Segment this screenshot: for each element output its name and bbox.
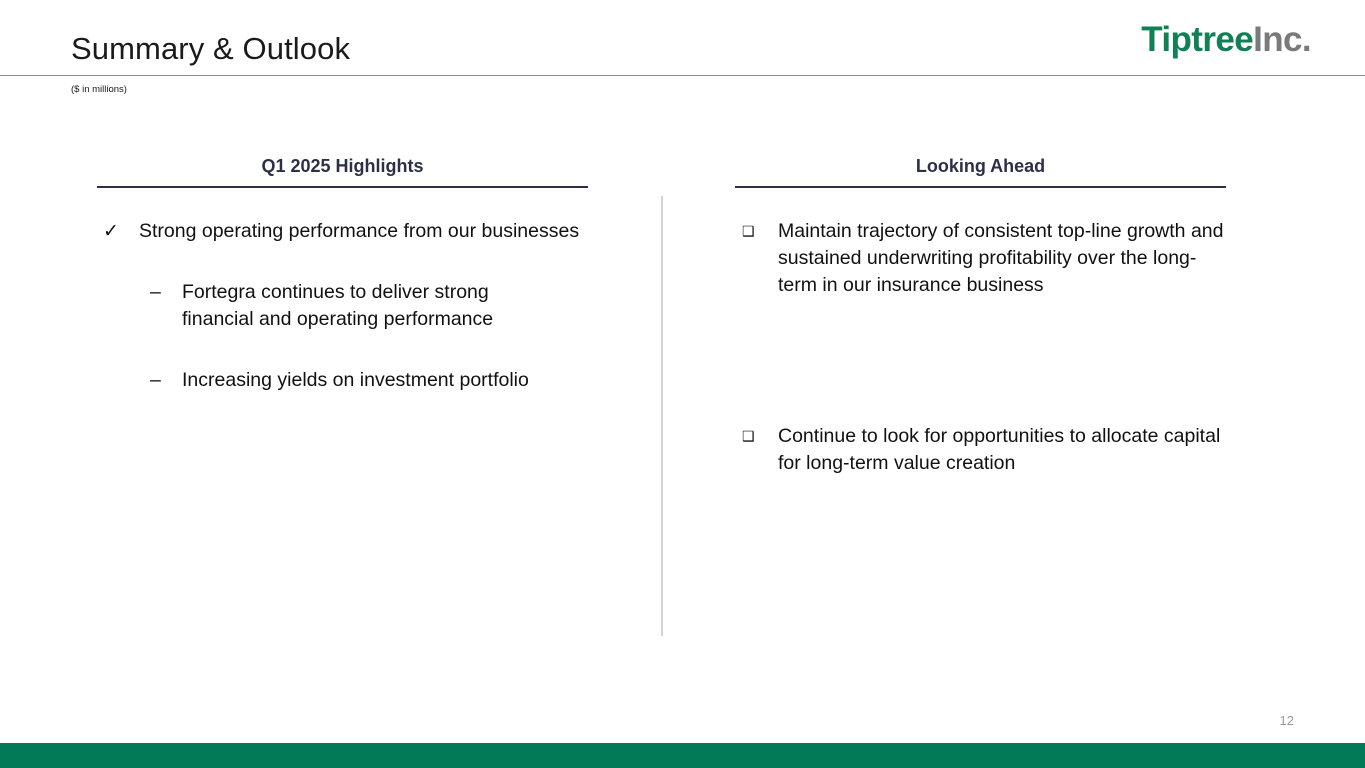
list-item-text: Increasing yields on investment portfoli… <box>182 368 529 391</box>
list-item-text: Continue to look for opportunities to al… <box>778 424 1221 474</box>
list-item-text: Strong operating performance from our bu… <box>139 219 580 242</box>
list-item-text: Maintain trajectory of consistent top-li… <box>778 219 1224 296</box>
highlights-subbullet-list: – Fortegra continues to deliver strong f… <box>97 279 588 394</box>
page-number: 12 <box>1279 713 1294 728</box>
dash-icon: – <box>150 368 161 391</box>
slide-header: Summary & Outlook TiptreeInc. <box>0 0 1365 77</box>
header-divider <box>0 75 1365 76</box>
tiptree-logo: TiptreeInc. <box>1141 20 1311 60</box>
looking-ahead-column: Looking Ahead ❑ Maintain trajectory of c… <box>735 155 1226 477</box>
highlights-bullet-list: ✓ Strong operating performance from our … <box>97 218 588 394</box>
looking-ahead-heading-rule <box>735 185 1226 188</box>
list-item: ❑ Maintain trajectory of consistent top-… <box>735 218 1226 299</box>
looking-ahead-bullet-list: ❑ Maintain trajectory of consistent top-… <box>735 218 1226 477</box>
highlights-heading: Q1 2025 Highlights <box>261 156 424 176</box>
units-note: ($ in millions) <box>71 84 127 95</box>
list-item: ❑ Continue to look for opportunities to … <box>735 423 1226 477</box>
square-icon: ❑ <box>742 427 755 444</box>
check-icon: ✓ <box>103 220 119 242</box>
highlights-heading-rule <box>97 185 588 188</box>
column-divider <box>661 196 663 636</box>
page-title: Summary & Outlook <box>71 31 351 66</box>
footer-bar <box>0 743 1365 768</box>
list-item: ✓ Strong operating performance from our … <box>97 218 588 245</box>
dash-icon: – <box>150 280 161 303</box>
list-item-text: Fortegra continues to deliver strong fin… <box>182 280 494 330</box>
logo-suffix-text: Inc. <box>1253 20 1312 59</box>
highlights-column: Q1 2025 Highlights ✓ Strong operating pe… <box>97 155 588 394</box>
square-icon: ❑ <box>742 222 755 239</box>
bullet-spacer <box>735 299 1226 423</box>
list-item: – Increasing yields on investment portfo… <box>150 367 588 394</box>
logo-main-text: Tiptree <box>1141 20 1254 59</box>
looking-ahead-heading: Looking Ahead <box>915 156 1046 176</box>
list-item: – Fortegra continues to deliver strong f… <box>150 279 588 333</box>
